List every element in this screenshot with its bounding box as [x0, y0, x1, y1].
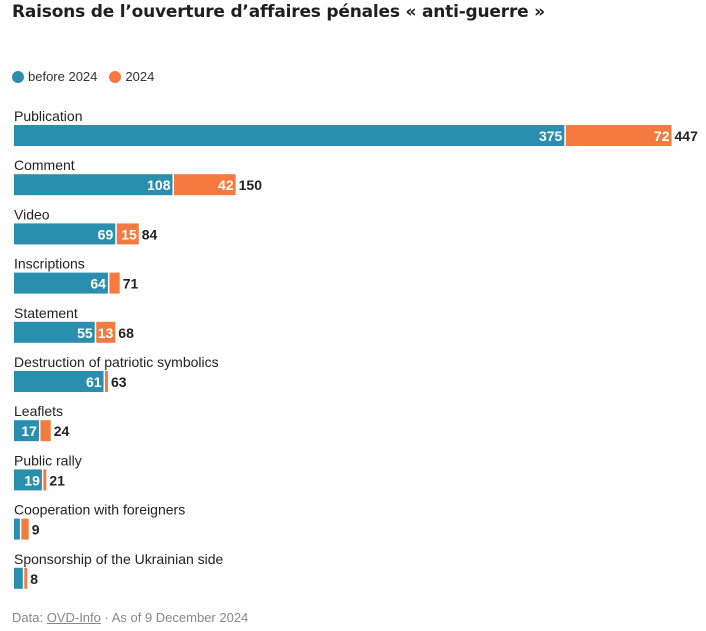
category-label-video: Video — [14, 206, 50, 222]
bar-comment-before-2024 — [14, 174, 173, 196]
total-label-sponsorship-of-the-ukrainian-side: 8 — [30, 571, 38, 587]
total-label-destruction-of-patriotic-symbolics: 63 — [111, 374, 127, 390]
bar-leaflets-2024 — [40, 420, 51, 442]
bar-statement-2024 — [96, 321, 116, 343]
value-label-video-before-2024: 69 — [98, 226, 114, 242]
legend-swatch-before-2024 — [12, 70, 24, 83]
legend-label-2024: 2024 — [125, 69, 155, 84]
footer-prefix: Data: — [12, 610, 47, 625]
value-label-publication-before-2024: 375 — [539, 128, 563, 144]
bar-statement-before-2024 — [14, 321, 95, 343]
value-label-inscriptions-before-2024: 64 — [90, 276, 106, 292]
total-label-publication: 447 — [675, 128, 699, 144]
bar-public-rally-2024 — [43, 469, 47, 491]
total-label-statement: 68 — [118, 325, 134, 341]
chart-title: Raisons de l’ouverture d’affaires pénale… — [12, 2, 545, 22]
category-label-public-rally: Public rally — [14, 452, 82, 468]
bar-inscriptions-2024 — [109, 272, 120, 294]
bar-video-2024 — [116, 223, 139, 245]
total-label-comment: 150 — [239, 177, 263, 193]
bar-sponsorship-of-the-ukrainian-side-before-2024 — [14, 567, 23, 589]
legend-item-2024: 2024 — [109, 69, 154, 84]
category-label-leaflets: Leaflets — [14, 403, 63, 419]
bar-inscriptions-before-2024 — [14, 272, 108, 294]
legend: before 2024 2024 — [12, 69, 166, 84]
category-label-sponsorship-of-the-ukrainian-side: Sponsorship of the Ukrainian side — [14, 551, 224, 567]
category-label-comment: Comment — [14, 157, 75, 173]
footer-source: Data: OVD-Info · As of 9 December 2024 — [12, 610, 248, 625]
bar-leaflets-before-2024 — [14, 420, 39, 442]
value-label-comment-before-2024: 108 — [147, 177, 171, 193]
bar-destruction-of-patriotic-symbolics-before-2024 — [14, 371, 104, 392]
bar-comment-2024 — [173, 174, 236, 196]
value-label-publication-2024: 72 — [654, 128, 670, 144]
category-label-publication: Publication — [14, 108, 83, 124]
source-link[interactable]: OVD-Info — [46, 610, 101, 625]
value-label-comment-2024: 42 — [218, 177, 234, 193]
value-label-video-2024: 15 — [121, 226, 137, 242]
bar-destruction-of-patriotic-symbolics-2024 — [105, 371, 108, 392]
bar-video-before-2024 — [14, 223, 116, 245]
bar-publication-2024 — [565, 125, 672, 146]
category-label-statement: Statement — [14, 305, 78, 321]
value-label-public-rally-before-2024: 19 — [24, 472, 40, 488]
bar-cooperation-with-foreigners-2024 — [21, 518, 29, 540]
bar-cooperation-with-foreigners-before-2024 — [14, 518, 20, 540]
category-label-inscriptions: Inscriptions — [14, 256, 85, 272]
total-label-cooperation-with-foreigners: 9 — [32, 522, 40, 538]
legend-item-before-2024: before 2024 — [12, 69, 97, 84]
total-label-leaflets: 24 — [54, 423, 70, 439]
bar-public-rally-before-2024 — [14, 469, 42, 491]
total-label-public-rally: 21 — [49, 472, 65, 488]
value-label-statement-2024: 13 — [98, 325, 114, 341]
bar-sponsorship-of-the-ukrainian-side-2024 — [24, 567, 28, 589]
footer-suffix: · As of 9 December 2024 — [100, 610, 249, 625]
value-label-destruction-of-patriotic-symbolics-before-2024: 61 — [86, 374, 102, 390]
total-label-inscriptions: 71 — [123, 276, 139, 292]
category-label-destruction-of-patriotic-symbolics: Destruction of patriotic symbolics — [14, 354, 219, 370]
total-label-video: 84 — [142, 226, 158, 242]
value-label-statement-before-2024: 55 — [77, 325, 93, 341]
category-label-cooperation-with-foreigners: Cooperation with foreigners — [14, 502, 185, 518]
bar-publication-before-2024 — [14, 125, 565, 146]
legend-swatch-2024 — [109, 70, 122, 83]
value-label-leaflets-before-2024: 17 — [21, 423, 37, 439]
legend-label-before-2024: before 2024 — [28, 69, 98, 84]
